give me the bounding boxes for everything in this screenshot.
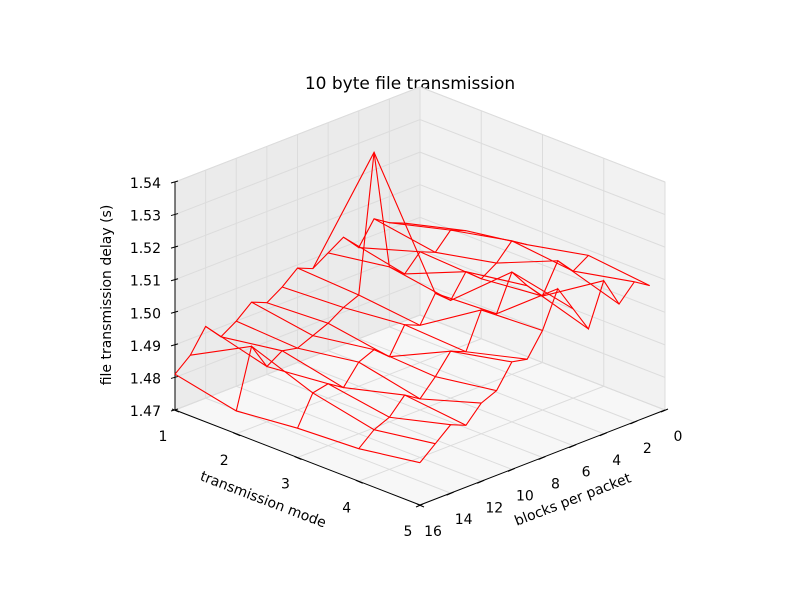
z-axis-label: file transmission delay (s) (99, 205, 115, 386)
grid-line (266, 373, 513, 470)
x-tick-label: 0 (674, 429, 683, 445)
grid-line (358, 338, 604, 435)
x-tick-label: 16 (424, 524, 442, 540)
wire-column (174, 373, 421, 464)
wire-row (358, 255, 589, 450)
grid-line (236, 385, 482, 482)
wire-column (343, 236, 589, 330)
wire-column (373, 218, 620, 305)
z-tick-label: 1.48 (130, 371, 161, 387)
x-tick-label: 14 (455, 512, 473, 528)
z-tick-label: 1.49 (130, 339, 161, 355)
x-tick-label: 6 (582, 465, 591, 481)
wire-row (296, 240, 528, 429)
wire-row (235, 152, 466, 412)
wire-column (236, 320, 482, 404)
wire-column (358, 247, 604, 297)
grid-line (297, 362, 543, 458)
grid-line (419, 314, 666, 411)
y-tick-label: 1 (159, 429, 168, 445)
wire-column (282, 286, 528, 360)
y-tick-label: 3 (281, 477, 290, 493)
z-tick-label: 1.52 (130, 241, 161, 257)
x-tick-label: 4 (612, 453, 621, 469)
wire-column (389, 222, 635, 283)
wire-column (190, 345, 436, 445)
axis-line (174, 409, 421, 506)
wire-column (220, 336, 467, 426)
y-axis-label: transmission mode (198, 469, 328, 532)
wire-column (297, 267, 543, 331)
wire-column (404, 222, 650, 287)
axis-line (419, 409, 666, 506)
z-tick-label: 1.50 (130, 306, 161, 322)
z-tick-label: 1.51 (130, 274, 161, 290)
x-tick-label: 2 (643, 441, 652, 457)
x-tick-label: 8 (551, 477, 560, 493)
x-tick-label: 12 (485, 500, 503, 516)
wire-column (251, 301, 497, 392)
wire-column (312, 151, 559, 315)
x-tick-label: 10 (516, 488, 534, 504)
panes (173, 86, 667, 506)
grid-line (327, 350, 574, 447)
wire-column (328, 252, 574, 310)
y-tick-label: 4 (342, 500, 351, 516)
z-tick-label: 1.47 (130, 404, 161, 420)
z-tick-label: 1.53 (130, 209, 161, 225)
z-tick-label: 1.54 (130, 176, 161, 192)
y-tick-label: 5 (404, 524, 413, 540)
grid-line (389, 326, 635, 423)
chart-title: 10 byte file transmission (305, 74, 515, 94)
y-tick-label: 2 (220, 453, 229, 469)
wire-row (419, 279, 650, 464)
wire-column (205, 326, 451, 426)
